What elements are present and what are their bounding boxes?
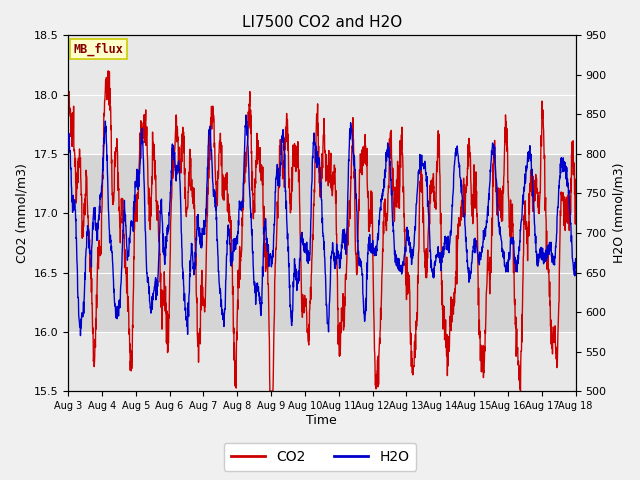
- Text: MB_flux: MB_flux: [73, 42, 123, 56]
- Legend: CO2, H2O: CO2, H2O: [223, 443, 417, 471]
- Y-axis label: H2O (mmol/m3): H2O (mmol/m3): [612, 163, 625, 264]
- Bar: [68, 154, 575, 332]
- Title: LI7500 CO2 and H2O: LI7500 CO2 and H2O: [242, 15, 402, 30]
- X-axis label: Time: Time: [307, 414, 337, 427]
- Y-axis label: CO2 (mmol/m3): CO2 (mmol/m3): [15, 163, 28, 263]
